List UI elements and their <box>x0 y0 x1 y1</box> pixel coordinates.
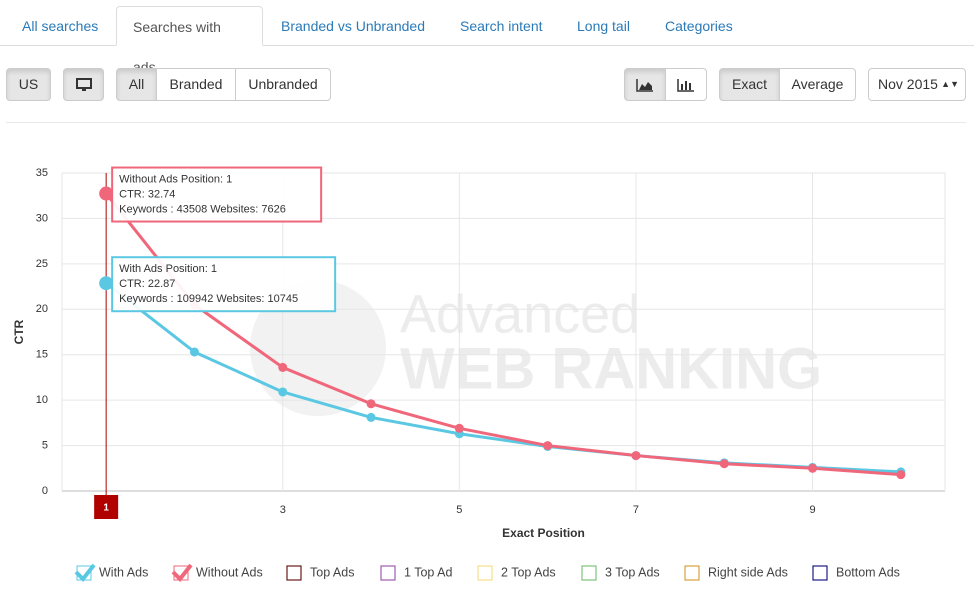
tooltip-line: With Ads Position: 1 <box>119 263 217 275</box>
x-tick-label: 7 <box>633 504 639 516</box>
y-tick-label: 25 <box>36 258 48 270</box>
legend-checkbox <box>581 565 597 581</box>
separator <box>6 122 966 123</box>
data-point <box>543 441 553 451</box>
y-axis-label: CTR <box>12 319 26 344</box>
legend-label: 1 Top Ad <box>404 565 452 579</box>
legend-check <box>171 563 193 583</box>
legend-label: Right side Ads <box>708 565 788 579</box>
data-point <box>366 412 376 422</box>
x-tick-label: 5 <box>456 504 462 516</box>
area-icon <box>636 79 653 93</box>
tab-active[interactable]: Searches with ads <box>116 6 263 75</box>
data-point <box>278 387 288 397</box>
data-point <box>454 423 464 433</box>
legend-item[interactable]: Top Ads <box>286 565 354 581</box>
legend-checkbox <box>286 565 302 581</box>
month-select[interactable]: Nov 2015 ▲▼ <box>868 68 966 101</box>
mode-button[interactable]: Average <box>779 68 856 101</box>
y-tick-label: 0 <box>42 485 48 497</box>
tooltip-line: CTR: 32.74 <box>119 188 175 200</box>
select-arrow: ▲▼ <box>941 79 959 89</box>
legend-check <box>74 563 96 583</box>
x-axis-label: Exact Position <box>502 526 585 540</box>
country-button[interactable]: US <box>6 68 51 101</box>
tooltip <box>111 166 323 223</box>
filter-button[interactable]: All <box>116 68 157 101</box>
cursor-flag <box>94 495 119 519</box>
x-tick-label: 9 <box>809 504 815 516</box>
cursor-label: 1 <box>103 503 109 514</box>
tab-bar: All searches Searches with ads Branded v… <box>0 0 974 75</box>
legend-item[interactable]: 3 Top Ads <box>581 565 660 581</box>
bar-icon <box>677 79 694 93</box>
data-point <box>896 470 906 480</box>
tab[interactable]: All searches <box>22 18 99 34</box>
tooltip-line: CTR: 22.87 <box>119 278 175 290</box>
tooltip <box>111 256 337 313</box>
data-point <box>808 463 818 473</box>
legend-item[interactable]: With Ads <box>74 563 148 583</box>
tab[interactable]: Search intent <box>460 18 543 34</box>
tooltip-line: Without Ads Position: 1 <box>119 173 232 185</box>
legend-item[interactable]: 2 Top Ads <box>477 565 556 581</box>
y-tick-label: 20 <box>36 303 48 315</box>
month-text: Nov 2015 <box>878 76 938 92</box>
x-tick-label: 3 <box>280 504 286 516</box>
tooltip-line: Keywords : 43508 Websites: 7626 <box>119 203 286 215</box>
data-point <box>278 362 288 372</box>
bar-chart-button[interactable] <box>665 68 707 101</box>
legend-label: 2 Top Ads <box>501 565 556 579</box>
monitor-icon <box>75 78 92 92</box>
mode-button[interactable]: Exact <box>719 68 780 101</box>
legend-label: Bottom Ads <box>836 565 900 579</box>
legend-label: Without Ads <box>196 565 263 579</box>
watermark: Advanced <box>400 284 640 344</box>
data-point <box>99 186 114 201</box>
legend-item[interactable]: 1 Top Ad <box>380 565 452 581</box>
watermark-globe <box>250 280 386 416</box>
y-tick-label: 30 <box>36 212 48 224</box>
filter-button[interactable]: Branded <box>156 68 236 101</box>
data-point <box>366 399 376 409</box>
legend-label: Top Ads <box>310 565 354 579</box>
tab[interactable]: Categories <box>665 18 733 34</box>
legend-item[interactable]: Without Ads <box>171 563 263 583</box>
tab[interactable]: Long tail <box>577 18 630 34</box>
legend-checkbox <box>380 565 396 581</box>
data-point <box>189 347 199 357</box>
legend-item[interactable]: Bottom Ads <box>812 565 900 581</box>
series-line <box>104 192 901 477</box>
tab[interactable]: Branded vs Unbranded <box>281 18 425 34</box>
watermark: WEB RANKING <box>400 336 822 401</box>
y-tick-label: 5 <box>42 439 48 451</box>
legend-checkbox <box>477 565 493 581</box>
legend-checkbox <box>684 565 700 581</box>
legend-label: 3 Top Ads <box>605 565 660 579</box>
data-point <box>99 276 114 291</box>
data-point <box>631 451 641 461</box>
tooltip-line: Keywords : 109942 Websites: 10745 <box>119 293 298 305</box>
y-tick-label: 10 <box>36 394 48 406</box>
data-point <box>719 459 729 469</box>
filter-button[interactable]: Unbranded <box>235 68 331 101</box>
y-tick-label: 35 <box>36 167 48 179</box>
device-button[interactable] <box>63 68 104 101</box>
legend-label: With Ads <box>99 565 148 579</box>
legend-checkbox <box>812 565 828 581</box>
area-chart-button[interactable] <box>624 68 666 101</box>
y-tick-label: 15 <box>36 349 48 361</box>
legend-item[interactable]: Right side Ads <box>684 565 788 581</box>
